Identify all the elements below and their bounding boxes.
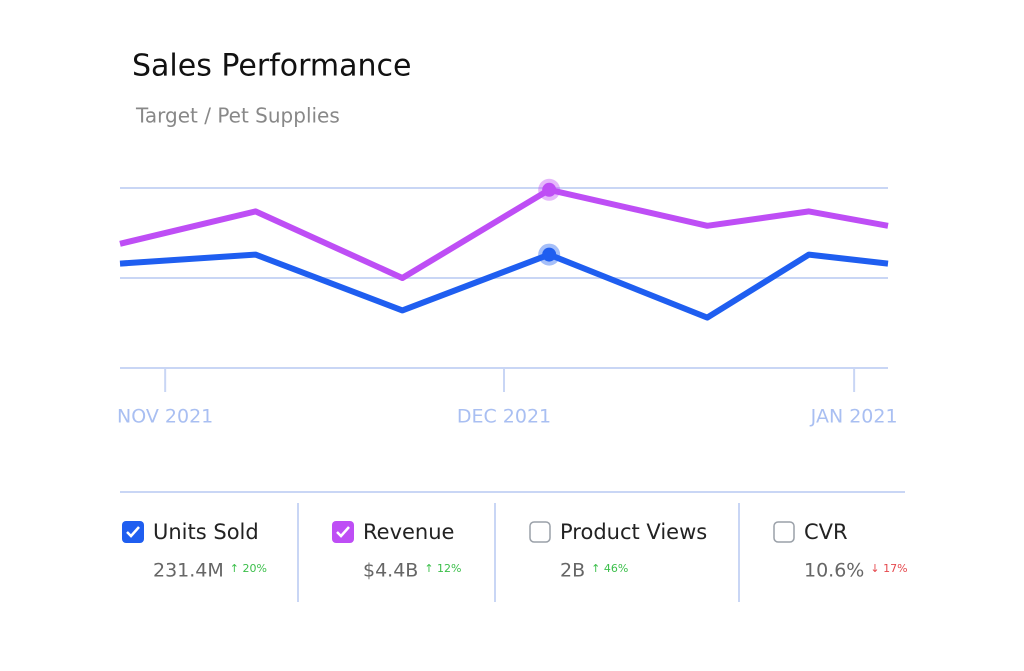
checkbox[interactable] [773,521,795,543]
checkmark [336,526,350,538]
metric-name: Units Sold [153,520,259,544]
x-tick-label: DEC 2021 [457,406,551,428]
highlight-point [542,247,557,262]
metric-name: CVR [804,520,848,544]
metric-change: ↑ 12% [424,562,461,575]
metric-name: Revenue [363,520,454,544]
x-tick-label: JAN 2021 [810,406,898,428]
metric-total: 231.4M [153,560,224,582]
checkbox[interactable] [529,521,551,543]
metric-change: ↑ 20% [230,562,267,575]
metric-total: $4.4B [363,560,418,582]
series-line [119,251,889,321]
metric-total: 2B [560,560,585,582]
x-tick-label: NOV 2021 [117,406,213,428]
checkmark [126,526,140,538]
metric-change: ↓ 17% [870,562,907,575]
metric-name: Product Views [560,520,707,544]
title: Sales Performance [132,49,412,84]
series-line [119,186,889,281]
metric-change: ↑ 46% [591,562,628,575]
metric-total: 10.6% [804,560,864,582]
subtitle: Target / Pet Supplies [135,104,340,128]
highlight-point [542,182,557,197]
